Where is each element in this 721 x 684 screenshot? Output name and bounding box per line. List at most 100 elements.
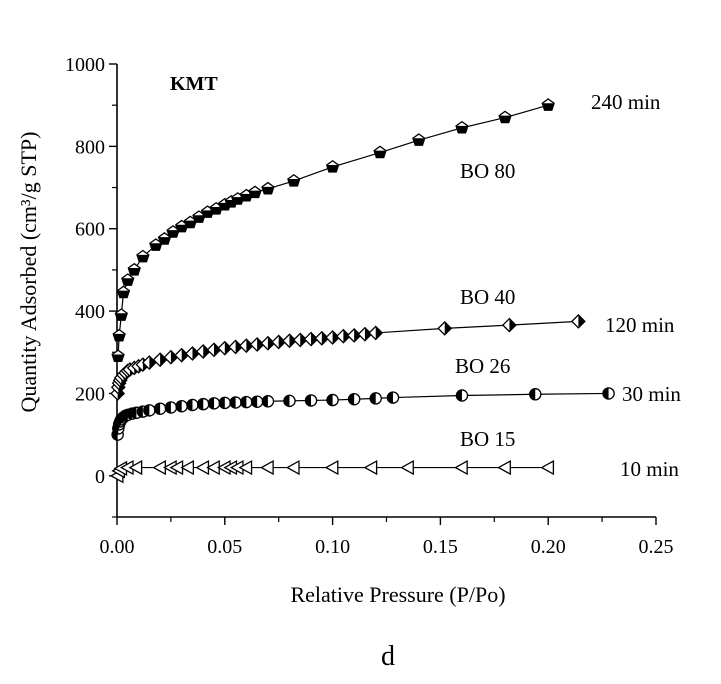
data-point-fill [542,103,555,111]
x-tick-label: 0.10 [315,536,350,558]
x-axis-label: Relative Pressure (P/Po) [290,582,505,607]
data-point-fill [149,356,156,370]
data-point-fill [327,394,333,406]
data-point-fill [158,237,171,245]
data-point-fill [197,398,204,410]
data-point-fill [509,318,516,332]
data-point-fill [224,341,232,355]
data-point-fill [186,399,193,411]
panel-label-kmt: KMT [170,73,218,95]
data-point-fill [214,343,221,357]
series-label-bo-80: BO 80 [460,159,515,183]
data-point-fill [130,407,137,419]
y-tick-label: 0 [95,466,105,488]
x-tick-label: 0.05 [207,536,242,558]
data-point-fill [499,115,511,123]
data-point-fill [374,150,386,158]
data-point-fill [201,210,214,218]
series-label-bo-26: BO 26 [455,354,510,378]
data-point-fill [246,339,253,353]
data-point-fill [529,388,536,400]
data-point-fill [219,397,225,409]
x-tick-label: 0.15 [423,536,458,558]
data-point-fill [240,193,253,201]
data-point-fill [192,347,199,361]
y-tick-label: 800 [75,136,105,158]
data-point-fill [181,348,189,362]
data-point [363,459,378,476]
y-tick-label: 400 [75,301,105,323]
data-point-fill [167,230,179,238]
data-point-fill [165,401,171,414]
data-point-fill [348,393,355,405]
data-point-fill [305,394,312,407]
data-point-fill [137,405,143,418]
data-point [128,459,143,476]
data-point-fill [193,215,205,223]
data-point-fill [113,333,126,341]
data-point-fill [154,403,161,415]
data-point-fill [578,314,585,328]
data-point-fill [136,254,149,262]
data-point-fill [262,186,274,194]
data-point-fill [143,404,150,416]
data-point-fill [332,330,340,344]
y-axis-label: Quantity Adsorbed (cm³/g STP) [16,132,41,413]
data-point-fill [231,197,244,205]
time-label-120-min: 120 min [605,313,675,337]
data-point-fill [229,396,236,409]
figure-caption: d [381,641,395,672]
data-point-fill [128,267,141,275]
data-point-fill [262,395,268,407]
data-point-fill [115,313,128,321]
y-tick-label: 600 [75,219,105,241]
y-tick-label: 1000 [65,54,105,76]
data-point [540,459,555,476]
data-point-fill [240,396,247,408]
data-point-fill [170,350,178,364]
series-bo-15 [109,459,555,484]
data-point-fill [354,328,361,342]
y-tick-label: 200 [75,383,105,405]
data-point [454,459,468,476]
time-label-30-min: 30 min [622,382,681,406]
data-point-fill [343,329,350,343]
data-point-fill [203,344,210,358]
data-point-fill [208,397,215,409]
data-point [285,459,300,476]
plot-axes: 0.00 0.05 0.10 0.15 0.20 0.25 0 200 400 600 800 100… [65,54,674,558]
data-point-fill [278,335,286,349]
data-point-fill [112,354,124,362]
data-point-fill [283,395,290,407]
data-point [180,459,194,476]
series-label-bo-15: BO 15 [460,427,515,451]
data-point [324,459,339,476]
series-bo-80 [111,98,555,363]
data-point-fill [249,190,261,198]
data-point-fill [387,391,393,404]
data-point-fill [175,224,188,232]
data-point-fill [176,400,182,412]
data-point-fill [375,326,383,340]
data-point [497,459,511,476]
data-point [238,459,253,476]
time-label-240-min: 240 min [591,90,661,114]
data-point-fill [444,321,452,335]
data-point-fill [412,138,425,146]
x-tick-label: 0.00 [100,536,135,558]
data-point-fill [267,336,275,350]
data-point-fill [160,353,167,367]
data-point-fill [370,392,376,404]
data-point-fill [184,220,197,228]
data-point-fill [149,243,162,251]
data-point-fill [210,207,223,214]
x-tick-label: 0.20 [531,536,566,558]
series-bo-40 [110,313,586,401]
data-point-fill [326,165,339,172]
series-label-bo-40: BO 40 [460,285,515,309]
x-tick-label: 0.25 [639,536,674,558]
data-point-fill [121,278,134,286]
data-point-fill [364,327,372,341]
data-point [260,459,274,476]
